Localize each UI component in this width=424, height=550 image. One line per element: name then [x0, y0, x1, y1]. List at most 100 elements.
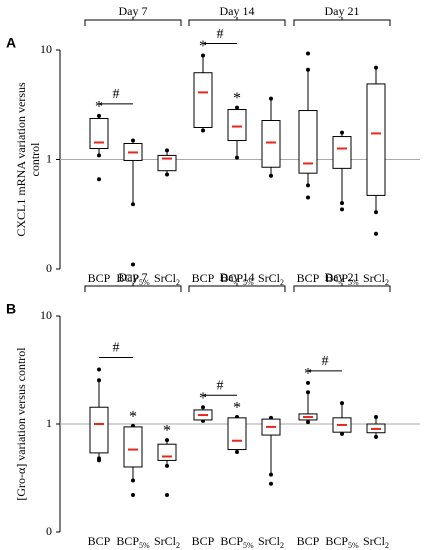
category-subscript: 5%: [139, 278, 150, 287]
whisker-cap: [374, 415, 378, 420]
box: [123, 426, 143, 468]
whisker-cap: [374, 210, 378, 215]
whisker-cap: [131, 138, 135, 143]
outlier: [306, 195, 310, 200]
y-tick-label: 1: [46, 151, 52, 165]
box: [89, 406, 109, 454]
box: [157, 443, 177, 461]
box: [366, 83, 386, 196]
category-text: BCP: [297, 534, 320, 548]
panel-label: B: [6, 301, 16, 317]
box: [298, 110, 318, 174]
whisker-cap: [269, 173, 273, 178]
category-text: BCP: [297, 271, 320, 285]
whisker-cap: [306, 183, 310, 188]
box: [261, 120, 281, 168]
significance-mark: *: [233, 90, 241, 107]
category-subscript: 5%: [348, 541, 359, 550]
significance-mark: *: [199, 38, 207, 55]
category-subscript: 2: [385, 541, 389, 550]
whisker-cap: [97, 378, 101, 383]
category-text: BCP: [88, 271, 111, 285]
comparison-label: #: [113, 87, 120, 102]
outlier: [97, 458, 101, 463]
whisker-cap: [165, 172, 169, 177]
whisker-cap: [306, 67, 310, 72]
y-axis-label: control: [28, 142, 42, 177]
x-tick-label: BCP5%: [220, 534, 254, 550]
outlier: [269, 481, 273, 486]
category-subscript: 2: [280, 541, 284, 550]
significance-mark: *: [95, 99, 103, 116]
whisker-cap: [165, 438, 169, 443]
y-axis-label: [Gro-α] variation versus control: [14, 347, 28, 501]
x-tick-label: BCP5%: [116, 534, 150, 550]
category-text: BCP: [220, 534, 243, 548]
category-subscript: 5%: [243, 278, 254, 287]
whisker-cap: [374, 434, 378, 439]
outlier: [97, 367, 101, 372]
category-subscript: 2: [176, 278, 180, 287]
group-label: Day 7: [119, 4, 148, 18]
category-subscript: 2: [385, 278, 389, 287]
group-bracket: [293, 285, 391, 292]
group-bracket: [293, 19, 391, 26]
group-label: Day 14: [220, 270, 255, 284]
group-label: Day 21: [325, 4, 360, 18]
significance-mark: *: [163, 423, 171, 440]
whisker-cap: [97, 153, 101, 158]
category-text: SrCl: [154, 271, 177, 285]
comparison-label: #: [217, 27, 224, 42]
category-text: SrCl: [258, 271, 281, 285]
y-tick-label: 10: [40, 308, 52, 322]
x-tick-label: SrCl2: [363, 534, 389, 550]
y-tick-label: 0: [46, 261, 52, 275]
outlier: [131, 262, 135, 267]
x-tick-label: BCP: [297, 271, 320, 285]
category-text: SrCl: [258, 534, 281, 548]
category-subscript: 5%: [348, 278, 359, 287]
x-tick-label: BCP: [192, 271, 215, 285]
x-tick-label: BCP: [297, 534, 320, 548]
whisker-cap: [97, 113, 101, 118]
whisker-cap: [306, 390, 310, 395]
y-tick-label: 10: [40, 42, 52, 56]
significance-mark: *: [233, 400, 241, 417]
x-tick-label: BCP5%: [116, 271, 150, 287]
whisker-cap: [131, 478, 135, 483]
category-text: BCP: [192, 271, 215, 285]
box: [193, 72, 213, 128]
category-text: BCP: [325, 534, 348, 548]
x-tick-label: BCP: [192, 534, 215, 548]
x-tick-label: BCP5%: [220, 271, 254, 287]
whisker-cap: [340, 201, 344, 206]
x-tick-label: BCP5%: [325, 534, 359, 550]
whisker-cap: [306, 420, 310, 425]
category-subscript: 2: [280, 278, 284, 287]
outlier: [306, 380, 310, 385]
y-tick-label: 1: [46, 416, 52, 430]
whisker-cap: [374, 65, 378, 70]
y-axis-label: CXCL1 mRNA variation versus: [14, 82, 28, 237]
comparison-label: #: [113, 341, 120, 356]
category-text: BCP: [116, 534, 139, 548]
category-text: BCP: [116, 271, 139, 285]
panel-label: A: [6, 35, 16, 51]
whisker-cap: [165, 463, 169, 468]
outlier: [97, 177, 101, 182]
whisker-cap: [201, 405, 205, 410]
x-tick-label: SrCl2: [154, 271, 180, 287]
outlier: [374, 231, 378, 236]
whisker-cap: [269, 96, 273, 101]
comparison-label: #: [217, 378, 224, 393]
x-tick-label: SrCl2: [258, 271, 284, 287]
group-bracket: [188, 19, 286, 26]
whisker-cap: [131, 202, 135, 207]
box: [227, 109, 247, 142]
category-text: BCP: [192, 534, 215, 548]
significance-mark: *: [129, 409, 137, 426]
x-tick-label: SrCl2: [363, 271, 389, 287]
box: [227, 417, 247, 451]
box: [89, 117, 109, 150]
category-text: BCP: [325, 271, 348, 285]
